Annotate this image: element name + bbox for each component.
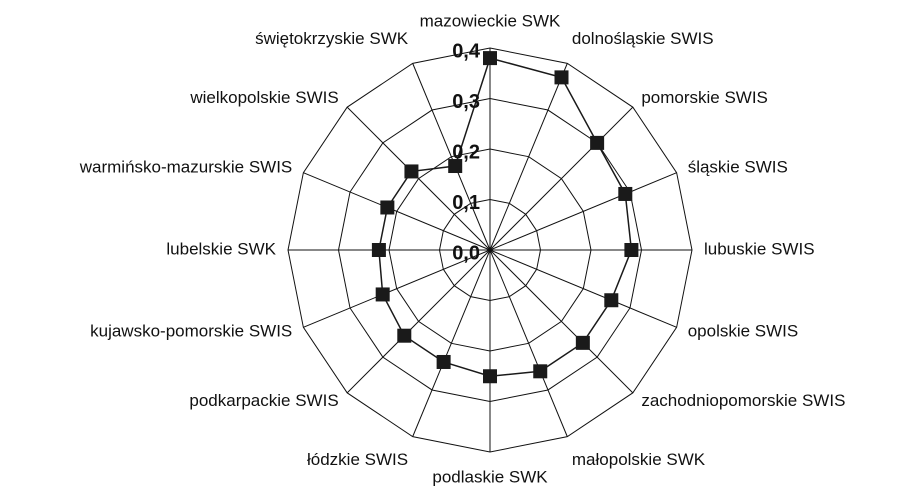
tick-label: 0,3 [452,91,480,113]
data-marker [533,364,548,379]
data-marker [436,354,451,369]
spoke [489,172,677,251]
spoke [489,63,568,251]
category-label: śląskie SWIS [688,158,788,177]
category-label: lubelskie SWK [166,239,276,258]
category-label: pomorskie SWIS [641,88,768,107]
tick-label: 0,2 [452,141,480,163]
spoke [346,249,491,394]
tick-label: 0,1 [452,192,480,214]
data-marker [483,51,497,66]
data-marker [448,159,463,174]
tick-label: 0,4 [452,40,481,62]
category-label: zachodniopomorskie SWIS [641,391,845,410]
data-marker [604,293,619,308]
spoke [489,106,634,251]
category-label: kujawsko-pomorskie SWIS [90,321,292,340]
data-marker [371,243,386,257]
data-marker [397,328,412,343]
spoke [489,249,677,328]
category-label: lubuskie SWIS [704,239,815,258]
category-label: dolnośląskie SWIS [572,29,714,48]
category-label: świętokrzyskie SWK [255,29,409,48]
spoke [412,63,491,251]
data-marker [483,369,497,384]
category-label: małopolskie SWK [572,450,706,469]
data-marker [575,335,590,350]
data-marker [404,164,419,179]
category-label: łódzkie SWIS [307,450,408,469]
spoke [303,249,491,328]
data-marker [554,70,569,85]
data-marker [618,186,633,201]
category-label: warmińsko-mazurskie SWIS [79,158,293,177]
data-line [378,57,633,378]
spoke [489,249,634,394]
data-marker [624,243,639,257]
spoke [303,172,491,251]
category-label: opolskie SWIS [688,321,799,340]
data-marker [375,287,390,302]
category-label: podlaskie SWK [432,467,548,486]
spoke [346,106,491,251]
spoke [412,249,491,437]
category-label: mazowieckie SWK [420,11,561,30]
category-label: wielkopolskie SWIS [189,88,338,107]
spoke [489,249,568,437]
data-marker [590,135,605,150]
tick-label: 0,0 [452,242,480,264]
data-marker [380,200,395,215]
category-label: podkarpackie SWIS [189,391,338,410]
